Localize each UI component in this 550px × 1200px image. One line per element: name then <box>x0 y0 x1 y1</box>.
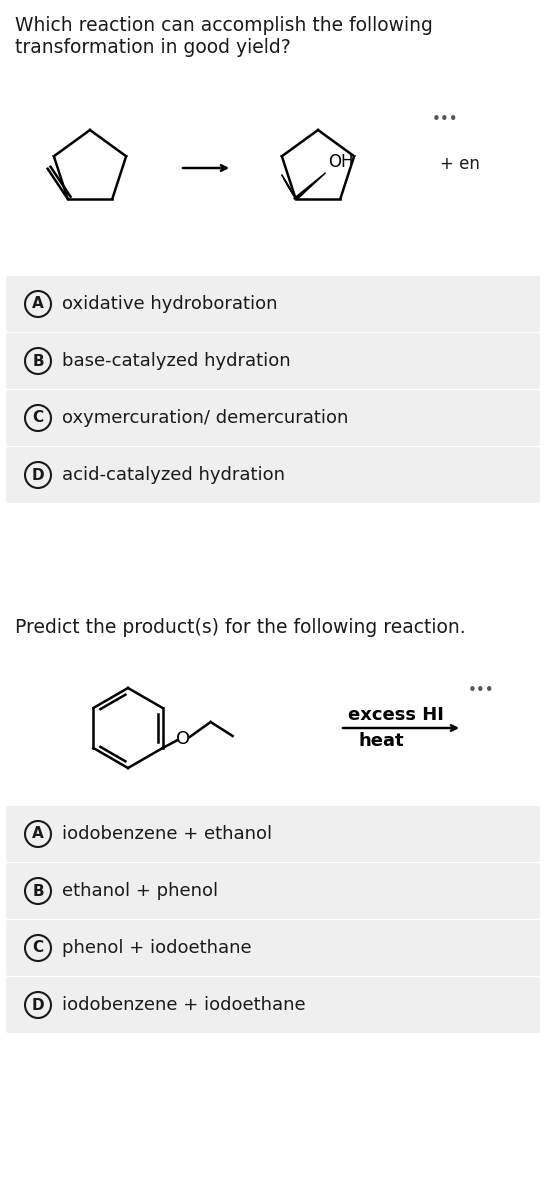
Text: C: C <box>32 410 43 426</box>
Polygon shape <box>294 173 326 199</box>
Text: D: D <box>32 468 45 482</box>
Text: oxymercuration/ demercuration: oxymercuration/ demercuration <box>62 409 348 427</box>
FancyBboxPatch shape <box>6 806 540 862</box>
Text: D: D <box>32 997 45 1013</box>
Text: Which reaction can accomplish the following: Which reaction can accomplish the follow… <box>15 16 433 35</box>
Text: C: C <box>32 941 43 955</box>
Text: •••: ••• <box>432 112 459 127</box>
Text: heat: heat <box>358 732 404 750</box>
FancyBboxPatch shape <box>6 332 540 389</box>
Text: O: O <box>175 730 190 748</box>
Text: B: B <box>32 883 44 899</box>
Text: base-catalyzed hydration: base-catalyzed hydration <box>62 352 290 370</box>
Text: transformation in good yield?: transformation in good yield? <box>15 38 291 56</box>
Text: iodobenzene + ethanol: iodobenzene + ethanol <box>62 826 272 842</box>
FancyBboxPatch shape <box>6 977 540 1033</box>
Text: iodobenzene + iodoethane: iodobenzene + iodoethane <box>62 996 306 1014</box>
Text: Predict the product(s) for the following reaction.: Predict the product(s) for the following… <box>15 618 466 637</box>
FancyBboxPatch shape <box>6 390 540 446</box>
Text: oxidative hydroboration: oxidative hydroboration <box>62 295 278 313</box>
Text: phenol + iodoethane: phenol + iodoethane <box>62 938 252 958</box>
Text: B: B <box>32 354 44 368</box>
Text: excess HI: excess HI <box>348 706 444 724</box>
FancyBboxPatch shape <box>6 920 540 976</box>
Text: ethanol + phenol: ethanol + phenol <box>62 882 218 900</box>
Text: •••: ••• <box>468 683 494 698</box>
Text: A: A <box>32 296 44 312</box>
Text: A: A <box>32 827 44 841</box>
FancyBboxPatch shape <box>6 863 540 919</box>
FancyBboxPatch shape <box>6 276 540 332</box>
Text: + en: + en <box>440 155 480 173</box>
FancyBboxPatch shape <box>6 446 540 503</box>
Text: OH: OH <box>328 152 353 170</box>
Text: acid-catalyzed hydration: acid-catalyzed hydration <box>62 466 285 484</box>
